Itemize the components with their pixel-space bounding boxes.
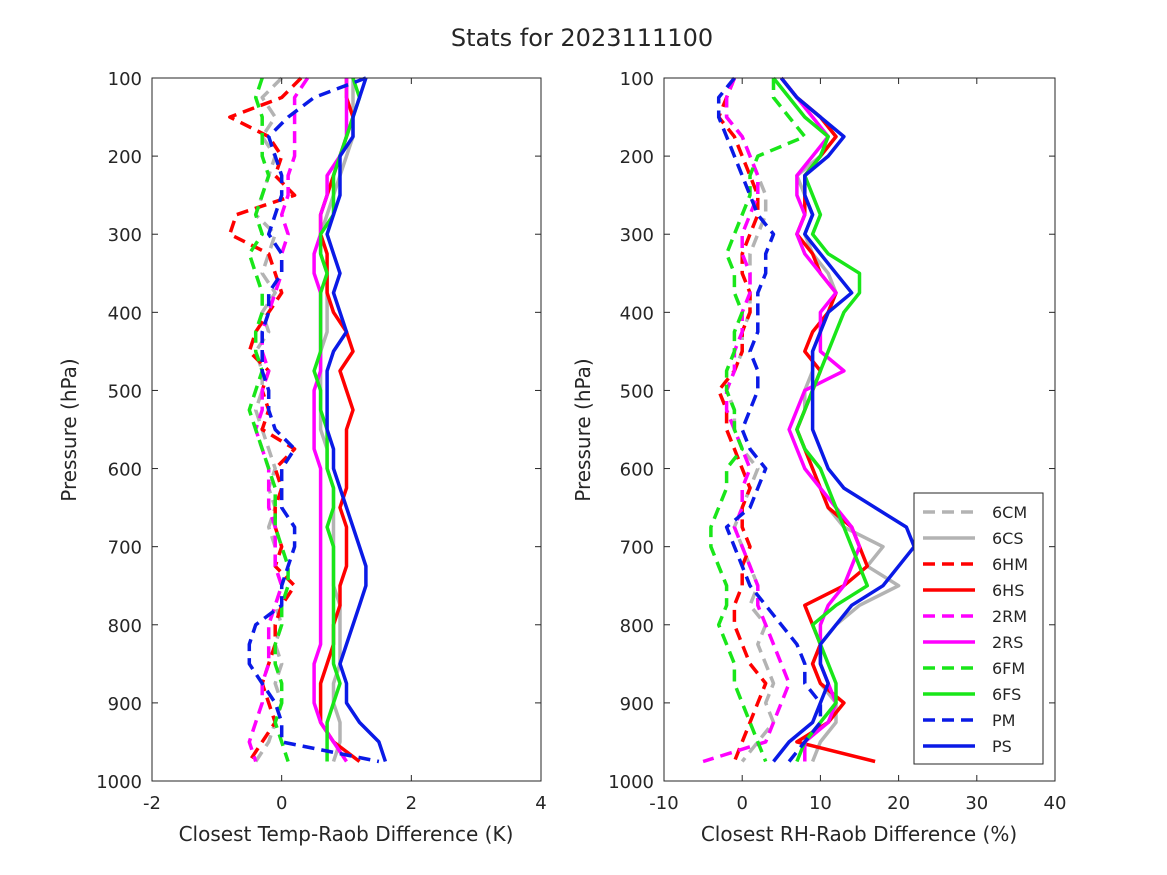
rh-y-tick-label: 500 — [620, 381, 654, 402]
rh-x-tick-label: 30 — [965, 793, 988, 814]
legend-label-2rm: 2RM — [992, 607, 1027, 626]
rh-x-tick-label: 40 — [1044, 793, 1067, 814]
rh-y-tick-label: 200 — [620, 147, 654, 168]
rh-y-tick-label: 300 — [620, 225, 654, 246]
rh-y-tick-label: 400 — [620, 303, 654, 324]
legend-label-6cm: 6CM — [992, 503, 1027, 522]
rh-series-lines — [702, 76, 916, 764]
rh-series-pm — [716, 76, 823, 763]
rh-y-axis-label: Pressure (hPa) — [571, 358, 595, 501]
rh-series-2rm — [702, 77, 791, 764]
rh-x-tick-label: -10 — [649, 793, 678, 814]
legend-label-6fs: 6FS — [992, 685, 1021, 704]
temp-x-tick-label: -2 — [143, 793, 161, 814]
temp-y-tick-label: 500 — [108, 381, 142, 402]
rh-x-axis-label: Closest RH-Raob Difference (%) — [701, 822, 1017, 846]
rh-series-ps — [772, 76, 916, 763]
rh-y-tick-label: 100 — [620, 69, 654, 90]
temp-y-tick-label: 100 — [108, 69, 142, 90]
temp-y-tick-label: 600 — [108, 460, 142, 481]
rh-y-tick-label: 800 — [620, 616, 654, 637]
temp-panel: -2 0 2 4 100 200 300 400 500 600 700 800 900 1000 Clo… — [57, 69, 547, 846]
temp-series-2rs — [312, 78, 349, 763]
legend-label-6hs: 6HS — [992, 581, 1024, 600]
temp-series-6fm — [247, 77, 290, 763]
temp-y-tick-label: 400 — [108, 303, 142, 324]
temp-series-2rm — [247, 77, 310, 763]
legend-label-pm: PM — [992, 711, 1015, 730]
rh-y-tick-label: 600 — [620, 460, 654, 481]
figure-title: Stats for 2023111100 — [451, 24, 713, 52]
rh-axes-box — [663, 77, 1056, 782]
rh-x-tick-label: 20 — [887, 793, 910, 814]
legend-label-2rs: 2RS — [992, 633, 1023, 652]
temp-series-ps — [325, 77, 388, 763]
rh-axis-ticks: -10 0 10 20 30 40 100 200 300 400 500 600 700 800 900 1… — [608, 69, 1066, 814]
temp-axes-box — [151, 77, 542, 782]
rh-y-tick-label: 700 — [620, 538, 654, 559]
temp-y-tick-label: 800 — [108, 616, 142, 637]
temp-x-tick-label: 0 — [276, 793, 287, 814]
rh-x-tick-label: 0 — [736, 793, 747, 814]
temp-y-tick-label: 1000 — [96, 772, 142, 793]
rh-series-6cm — [724, 77, 776, 763]
temp-series-pm — [247, 76, 380, 764]
temp-y-tick-label: 700 — [108, 538, 142, 559]
temp-y-tick-label: 200 — [108, 147, 142, 168]
temp-y-tick-label: 300 — [108, 225, 142, 246]
temp-x-tick-label: 2 — [406, 793, 417, 814]
temp-series-lines — [228, 76, 388, 764]
rh-x-tick-label: 10 — [809, 793, 832, 814]
temp-x-axis-label: Closest Temp-Raob Difference (K) — [179, 822, 514, 846]
rh-y-tick-label: 1000 — [608, 772, 654, 793]
legend-label-6hm: 6HM — [992, 555, 1028, 574]
rh-series-6hm — [716, 77, 768, 763]
legend-label-6cs: 6CS — [992, 529, 1024, 548]
legend-items: 6CM 6CS 6HM 6HS 2RM 2RS 6FM 6FS PM PS — [923, 503, 1028, 756]
legend: 6CM 6CS 6HM 6HS 2RM 2RS 6FM 6FS PM PS — [913, 492, 1044, 765]
rh-y-tick-label: 900 — [620, 694, 654, 715]
temp-x-tick-label: 4 — [535, 793, 546, 814]
temp-series-6fs — [312, 77, 362, 762]
temp-y-axis-label: Pressure (hPa) — [57, 358, 81, 501]
legend-box — [913, 492, 1044, 765]
temp-y-tick-label: 900 — [108, 694, 142, 715]
legend-label-ps: PS — [992, 737, 1012, 756]
temp-axis-ticks: -2 0 2 4 100 200 300 400 500 600 700 800 900 1000 — [96, 69, 547, 814]
legend-label-6fm: 6FM — [992, 659, 1025, 678]
